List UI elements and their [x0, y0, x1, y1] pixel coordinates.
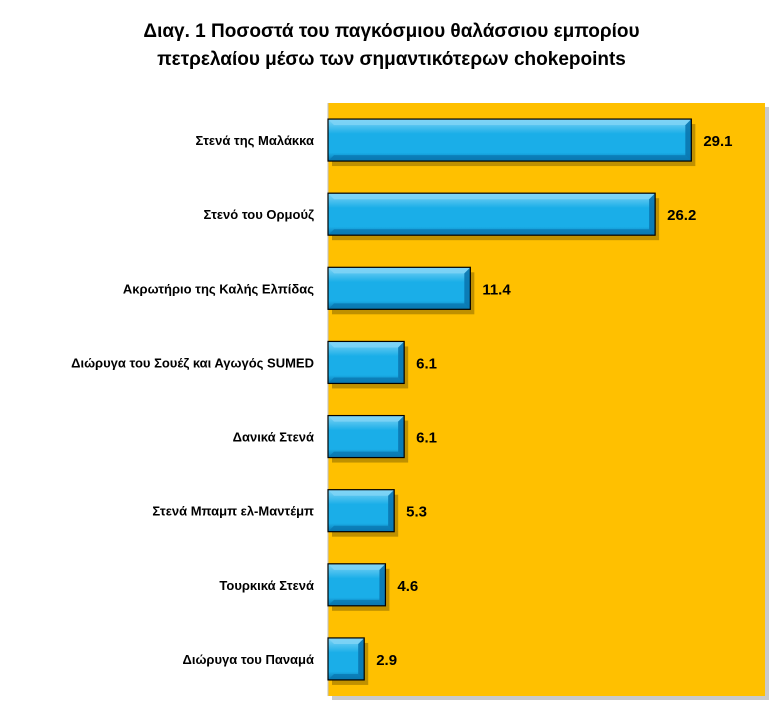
bar-group — [327, 118, 696, 167]
bar-bevel-bottom — [328, 525, 395, 532]
bar-bevel-right — [464, 267, 471, 310]
bar — [328, 341, 405, 384]
chart-title-line-1: Διαγ. 1 Ποσοστά του παγκόσμιου θαλάσσιου… — [143, 21, 640, 42]
bar-group — [327, 192, 660, 241]
category-label: Διώρυγα του Παναμά — [183, 652, 315, 667]
bar-bevel-right — [358, 637, 365, 680]
bar-bevel-right — [649, 193, 656, 236]
bar-outline — [327, 118, 692, 162]
bar-group — [327, 489, 399, 537]
bar-group — [327, 414, 409, 463]
category-label: Στενά Μπαμπ ελ-Μαντέμπ — [152, 504, 314, 519]
bar-bevel-bottom — [328, 155, 692, 162]
bar-bevel-bottom — [328, 229, 656, 236]
bar-outline — [327, 340, 405, 385]
bar — [328, 119, 692, 162]
bar-bevel-top — [328, 415, 405, 422]
category-label: Ακρωτήριο της Καλής Ελπίδας — [123, 281, 314, 296]
bar-bevel-top — [328, 563, 386, 570]
bar — [328, 489, 395, 532]
data-label: 26.2 — [667, 207, 696, 224]
bar-group — [327, 340, 409, 389]
data-label: 29.1 — [703, 133, 732, 150]
bar-bevel-right — [398, 341, 405, 384]
bar-bevel-top — [328, 119, 692, 126]
bar-bevel-right — [379, 563, 386, 606]
bar-bevel-bottom — [328, 303, 471, 310]
data-label: 6.1 — [416, 430, 437, 447]
bar-bevel-bottom — [328, 377, 405, 384]
bar — [328, 637, 365, 680]
bar-outline — [327, 266, 471, 310]
bar-bevel-top — [328, 637, 365, 644]
bar — [328, 563, 386, 606]
chart-title: Διαγ. 1 Ποσοστά του παγκόσμιου θαλάσσιου… — [0, 18, 783, 74]
category-label: Στενό του Ορμούζ — [204, 207, 315, 222]
bar — [328, 415, 405, 458]
bar-bevel-top — [328, 341, 405, 348]
bar-outline — [327, 563, 387, 607]
bar — [328, 267, 471, 310]
bar — [328, 193, 656, 236]
bar-bevel-bottom — [328, 451, 405, 458]
data-label: 4.6 — [397, 578, 418, 595]
bar-bevel-top — [328, 193, 656, 200]
data-label: 6.1 — [416, 355, 437, 372]
bar-bevel-right — [685, 119, 692, 162]
bar-group — [327, 266, 475, 315]
bar-bevel-top — [328, 489, 395, 496]
bar-group — [327, 563, 390, 611]
bar-bevel-right — [398, 415, 405, 458]
data-label: 11.4 — [482, 281, 511, 298]
data-label: 2.9 — [376, 652, 397, 669]
bar-group — [327, 637, 369, 685]
chart-title-line-2: πετρελαίου μέσω των σημαντικότερων choke… — [157, 49, 626, 70]
bar-bevel-bottom — [328, 673, 365, 680]
bar-outline — [327, 414, 405, 459]
bar-bevel-top — [328, 267, 471, 274]
bar-outline — [327, 192, 656, 236]
data-label: 5.3 — [406, 504, 427, 521]
category-label: Διώρυγα του Σουέζ και Αγωγός SUMED — [71, 355, 314, 370]
category-label: Στενά της Μαλάκκα — [196, 133, 314, 148]
plot-area — [328, 103, 765, 696]
bar-bevel-right — [388, 489, 395, 532]
category-label: Τουρκικά Στενά — [219, 578, 314, 593]
bar-outline — [327, 637, 365, 681]
category-label: Δανικά Στενά — [233, 430, 314, 445]
bar-outline — [327, 489, 395, 533]
bar-bevel-bottom — [328, 599, 386, 606]
